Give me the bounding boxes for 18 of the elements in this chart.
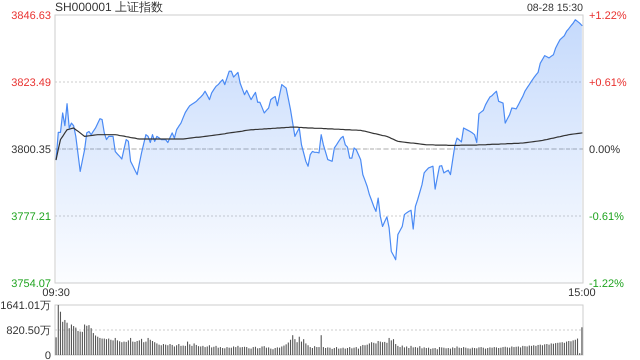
line-series: [56, 126, 582, 160]
y-tick-label: 3846.63: [11, 10, 51, 22]
y-tick-label: 0: [44, 350, 51, 360]
y-tick-label: 3754.07: [11, 278, 51, 290]
y-tick-label: 3800.35: [11, 144, 51, 156]
y2-tick-label: +0.61%: [589, 77, 627, 89]
y-tick-label: 3823.49: [11, 77, 51, 89]
y2-tick-label: -1.22%: [589, 278, 624, 290]
y2-tick-label: -0.61%: [589, 211, 624, 223]
x-tick-label: 15:00: [568, 287, 596, 299]
y-tick-label: 1641.01万: [0, 300, 51, 312]
chart-subtitle: 08-28 15:30: [526, 2, 584, 14]
y2-tick-label: 0.00%: [589, 144, 620, 156]
x-tick-label: 09:30: [42, 287, 70, 299]
y-tick-label: 3777.21: [11, 211, 51, 223]
y-tick-label: 820.50万: [6, 325, 51, 337]
chart-title: SH000001 上证指数: [55, 0, 164, 14]
y2-tick-label: +1.22%: [589, 10, 627, 22]
